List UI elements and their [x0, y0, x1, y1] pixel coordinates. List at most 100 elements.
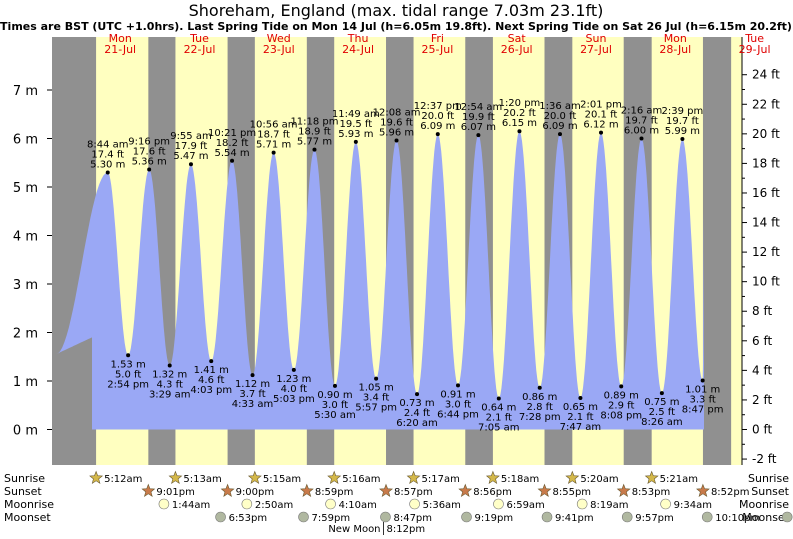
- day-label-date: 24-Jul: [342, 43, 374, 56]
- sunrise-time: 5:12am: [104, 474, 142, 485]
- low-tide-label: 2.8 ft: [527, 402, 553, 413]
- sunrise-time: 5:18am: [501, 474, 539, 485]
- tide-point: [353, 139, 358, 144]
- moonrise-icon: [493, 498, 504, 510]
- moon-phase-time: 8:12pm: [387, 524, 426, 535]
- moonset-row-label-right: Moonset: [742, 511, 789, 524]
- sunrise-time: 5:13am: [183, 474, 221, 485]
- high-tide-label: 5.36 m: [132, 157, 167, 168]
- moonrise-time: 1:44am: [172, 500, 210, 511]
- day-label-date: 29-Jul: [739, 43, 771, 56]
- left-tick-label: 3 m: [13, 278, 38, 293]
- tide-point: [394, 138, 399, 143]
- low-tide-label: 0.91 m: [440, 389, 475, 400]
- high-tide-label: 5.47 m: [173, 151, 208, 162]
- sunset-time: 8:57pm: [394, 487, 433, 498]
- axes: 0 m 1 m 2 m 3 m 4 m 5 m 6 m 7 m -2 ft 0 ft 2 ft 4 f…: [13, 37, 780, 466]
- right-tick-label: 12 ft: [752, 245, 780, 259]
- sunset-icon: [220, 483, 235, 497]
- high-tide-label: 18.7 ft: [257, 130, 290, 141]
- right-tick-label: 4 ft: [752, 363, 772, 377]
- right-tick-label: 22 ft: [752, 97, 780, 111]
- right-tick-label: 18 ft: [752, 156, 780, 170]
- high-tide-label: 2:16 am: [621, 106, 663, 117]
- tide-point: [332, 383, 337, 388]
- moonrise-icon: [576, 498, 588, 510]
- moonset-icon: [621, 511, 633, 523]
- low-tide-label: 3:29 am: [149, 389, 191, 400]
- sunrise-row-label-right: Sunrise: [748, 472, 789, 485]
- moonrise-icon: [241, 498, 253, 510]
- right-tick-label: 6 ft: [752, 334, 772, 348]
- tide-point: [476, 133, 481, 138]
- high-tide-label: 6.12 m: [583, 120, 618, 131]
- tide-point: [230, 158, 235, 163]
- high-tide-label: 20.0 ft: [421, 111, 454, 122]
- sunrise-icon: [168, 470, 183, 484]
- left-tick-label: 6 m: [13, 133, 38, 148]
- moonset-time: 9:19pm: [475, 513, 514, 524]
- high-tide-label: 5.30 m: [90, 159, 125, 170]
- low-tide-label: 2.1 ft: [486, 412, 512, 423]
- day-label-weekday: Sat: [508, 32, 527, 45]
- right-tick-label: 14 ft: [752, 216, 780, 230]
- tide-point: [374, 376, 379, 381]
- sunset-row-label-left: Sunset: [4, 485, 42, 498]
- moonset-time: 7:59pm: [312, 513, 351, 524]
- high-tide-label: 6.00 m: [624, 126, 659, 137]
- low-tide-label: 3.4 ft: [363, 393, 389, 404]
- high-tide-label: 9:55 am: [170, 131, 212, 142]
- sunrise-icon: [644, 470, 659, 484]
- moonset-icon: [541, 511, 553, 523]
- high-tide-label: 5.96 m: [379, 127, 414, 138]
- moonset-time: 10:10pm: [715, 513, 760, 524]
- day-label-weekday: Mon: [109, 32, 132, 45]
- high-tide-label: 11:49 am: [332, 109, 380, 120]
- moonset-row-label-left: Moonset: [4, 511, 51, 524]
- moonrise-time: 9:34am: [674, 500, 712, 511]
- day-label-date: 28-Jul: [659, 43, 691, 56]
- tide-point: [209, 359, 214, 364]
- high-tide-label: 6.07 m: [461, 122, 496, 133]
- sunrise-icon: [89, 470, 104, 484]
- moonrise-time: 4:10am: [339, 500, 377, 511]
- low-tide-label: 1.53 m: [111, 359, 146, 370]
- moon-phase-label: New Moon: [328, 524, 380, 535]
- sunrise-time: 5:16am: [342, 474, 380, 485]
- daylight-band: [731, 37, 742, 465]
- low-tide-label: 2.9 ft: [608, 400, 634, 411]
- moonset-icon: [461, 511, 472, 523]
- left-tick-label: 2 m: [13, 327, 38, 342]
- high-tide-label: 10:21 pm: [208, 128, 256, 139]
- sunset-time: 8:59pm: [315, 487, 354, 498]
- low-tide-label: 1.05 m: [359, 383, 394, 394]
- tide-point: [105, 170, 110, 175]
- high-tide-label: 5.93 m: [338, 129, 373, 140]
- day-label-weekday: Wed: [267, 32, 291, 45]
- sunrise-icon: [406, 470, 421, 484]
- high-tide-label: 19.7 ft: [625, 116, 658, 127]
- low-tide-label: 0.86 m: [522, 392, 557, 403]
- high-tide-label: 5.71 m: [256, 140, 291, 151]
- high-tide-label: 19.6 ft: [380, 117, 413, 128]
- low-tide-label: 5:03 pm: [273, 394, 315, 405]
- left-tick-label: 5 m: [13, 181, 38, 196]
- moonrise-row-label-left: Moonrise: [4, 498, 54, 511]
- low-tide-label: 8:08 pm: [600, 410, 642, 421]
- sunset-time: 8:55pm: [553, 487, 592, 498]
- moonrise-icon: [409, 498, 420, 510]
- tide-point: [147, 167, 152, 172]
- tide-point: [578, 395, 583, 400]
- sunset-icon: [616, 483, 631, 497]
- high-tide-label: 20.2 ft: [503, 108, 536, 119]
- low-tide-label: 1.41 m: [194, 365, 229, 376]
- moonset-icon: [298, 511, 309, 523]
- high-tide-label: 12:08 am: [373, 107, 421, 118]
- low-tide-label: 0.64 m: [481, 402, 516, 413]
- low-tide-label: 4:03 pm: [190, 385, 232, 396]
- sunrise-icon: [565, 470, 580, 484]
- tide-point: [680, 136, 685, 141]
- sunset-icon: [379, 483, 393, 497]
- sunrise-time: 5:15am: [263, 474, 301, 485]
- tide-point: [415, 392, 420, 397]
